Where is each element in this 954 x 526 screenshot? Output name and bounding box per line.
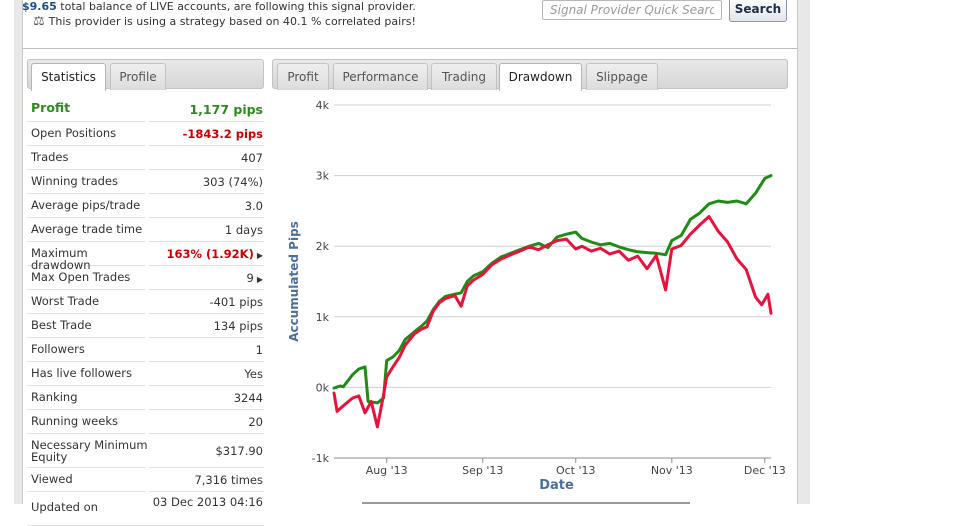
stat-label: Worst Trade bbox=[31, 294, 100, 308]
provider-search-input[interactable] bbox=[542, 0, 722, 20]
stat-label: Has live followers bbox=[31, 366, 132, 380]
tab-profile[interactable]: Profile bbox=[110, 63, 166, 90]
tab-slippage[interactable]: Slippage bbox=[586, 63, 658, 90]
stat-value: 407 bbox=[241, 151, 263, 165]
stat-label: Running weeks bbox=[31, 414, 118, 428]
stat-value: Yes bbox=[244, 367, 263, 381]
stat-row-profit: Profit 1,177 pips bbox=[27, 98, 264, 122]
expand-arrow-icon[interactable]: ▶ bbox=[256, 251, 263, 260]
stat-value: 03 Dec 2013 04:16 bbox=[152, 495, 263, 509]
stat-row-updated-on: Updated on 03 Dec 2013 04:16 bbox=[27, 492, 264, 526]
scale-icon: ⚖ bbox=[33, 14, 45, 29]
stat-row-live-followers: Has live followers Yes bbox=[27, 362, 264, 386]
stat-label: Best Trade bbox=[31, 318, 92, 332]
balance-text: total balance of LIVE accounts, are foll… bbox=[60, 0, 416, 13]
x-tick-label: Nov '13 bbox=[651, 464, 693, 477]
statistics-table: Profit 1,177 pips Open Positions -1843.2… bbox=[27, 98, 264, 526]
stat-row-followers: Followers 1 bbox=[27, 338, 264, 362]
stat-row-best-trade: Best Trade 134 pips bbox=[27, 314, 264, 338]
stat-value: 1 bbox=[255, 343, 263, 357]
stat-value: 134 pips bbox=[213, 319, 263, 333]
stat-label: Maximum drawdown bbox=[31, 246, 91, 272]
stat-label: Max Open Trades bbox=[31, 270, 131, 284]
x-tick-label: Aug '13 bbox=[366, 464, 408, 477]
x-tick-label: Sep '13 bbox=[462, 464, 503, 477]
page-frame-right bbox=[797, 0, 810, 504]
stat-row-ranking: Ranking 3244 bbox=[27, 386, 264, 410]
stat-label: Winning trades bbox=[31, 174, 118, 188]
expand-arrow-icon[interactable]: ▶ bbox=[256, 275, 263, 284]
stat-row-running-weeks: Running weeks 20 bbox=[27, 410, 264, 434]
stat-row-worst-trade: Worst Trade -401 pips bbox=[27, 290, 264, 314]
stat-row-max-open-trades[interactable]: Max Open Trades 9 ▶ bbox=[27, 266, 264, 290]
stat-value-wrap: 9 ▶ bbox=[247, 271, 263, 285]
page-frame-left bbox=[14, 0, 23, 504]
stat-label: Ranking bbox=[31, 390, 78, 404]
x-tick-label: Oct '13 bbox=[556, 464, 596, 477]
stat-label: Viewed bbox=[31, 472, 73, 486]
y-tick-label: 1k bbox=[316, 311, 330, 324]
horizontal-scrollbar[interactable] bbox=[362, 502, 690, 504]
stat-label: Necessary Minimum Equity bbox=[31, 438, 148, 464]
y-tick-label: -1k bbox=[312, 452, 330, 465]
strategy-line: ⚖ This provider is using a strategy base… bbox=[33, 14, 416, 29]
tab-statistics[interactable]: Statistics bbox=[31, 63, 106, 91]
x-tick-label: Dec '13 bbox=[744, 464, 786, 477]
search-button[interactable]: Search bbox=[729, 0, 787, 22]
stat-label: Trades bbox=[31, 150, 69, 164]
tab-trading[interactable]: Trading bbox=[431, 63, 497, 90]
series-line-red bbox=[332, 215, 773, 429]
stat-value: -401 pips bbox=[209, 295, 263, 309]
stat-value: 7,316 times bbox=[194, 473, 263, 487]
stat-value: 1,177 pips bbox=[189, 102, 263, 117]
stat-value: 20 bbox=[248, 415, 263, 429]
stat-row-minimum-equity: Necessary Minimum Equity $317.90 bbox=[27, 434, 264, 468]
stat-value: $317.90 bbox=[215, 444, 263, 458]
stat-value: 1 days bbox=[224, 223, 263, 237]
series-line-green bbox=[332, 174, 773, 405]
balance-value: $9.65 bbox=[22, 0, 57, 13]
stat-label: Followers bbox=[31, 342, 85, 356]
stat-value-wrap: 163% (1.92K) ▶ bbox=[167, 247, 263, 261]
stat-row-average-trade-time: Average trade time 1 days bbox=[27, 218, 264, 242]
stat-value: 9 bbox=[246, 271, 254, 285]
x-axis-title: Date bbox=[539, 478, 574, 493]
stat-row-open-positions: Open Positions -1843.2 pips bbox=[27, 122, 264, 146]
stat-label: Open Positions bbox=[31, 126, 117, 140]
stat-row-winning-trades: Winning trades 303 (74%) bbox=[27, 170, 264, 194]
y-tick-label: 0k bbox=[316, 381, 330, 394]
chart-canvas: -1k 0k 1k 2k 3k 4k Aug '13 Sep '13 Oct '13 Nov '1… bbox=[287, 99, 786, 493]
stat-row-trades: Trades 407 bbox=[27, 146, 264, 170]
balance-line: $9.65 total balance of LIVE accounts, ar… bbox=[22, 0, 416, 13]
drawdown-chart: -1k 0k 1k 2k 3k 4k Aug '13 Sep '13 Oct '13 Nov '1… bbox=[272, 92, 788, 504]
y-tick-label: 2k bbox=[316, 240, 330, 253]
stat-row-average-pips: Average pips/trade 3.0 bbox=[27, 194, 264, 218]
stat-label: Updated on bbox=[31, 500, 98, 514]
stat-value: 3.0 bbox=[244, 199, 263, 213]
stat-value: 3244 bbox=[233, 391, 263, 405]
header-divider bbox=[22, 48, 797, 49]
stat-row-viewed: Viewed 7,316 times bbox=[27, 468, 264, 492]
tab-profit[interactable]: Profit bbox=[277, 63, 329, 90]
y-tick-label: 3k bbox=[316, 170, 330, 183]
stat-label: Average pips/trade bbox=[31, 198, 141, 212]
chart-tabbar: Profit Performance Trading Drawdown Slip… bbox=[272, 59, 788, 91]
tab-performance[interactable]: Performance bbox=[333, 63, 428, 90]
stat-row-maximum-drawdown[interactable]: Maximum drawdown 163% (1.92K) ▶ bbox=[27, 242, 264, 271]
stat-value: 303 (74%) bbox=[202, 175, 263, 189]
strategy-text: This provider is using a strategy based … bbox=[48, 15, 416, 28]
stat-value: -1843.2 pips bbox=[182, 127, 263, 141]
stat-label: Average trade time bbox=[31, 222, 143, 236]
tab-drawdown[interactable]: Drawdown bbox=[499, 63, 582, 91]
y-tick-label: 4k bbox=[316, 99, 330, 112]
stat-label: Profit bbox=[31, 100, 71, 115]
y-axis-title: Accumulated Pips bbox=[287, 221, 301, 342]
stat-value: 163% (1.92K) bbox=[166, 247, 254, 261]
stats-tabbar: Statistics Profile bbox=[27, 59, 264, 91]
